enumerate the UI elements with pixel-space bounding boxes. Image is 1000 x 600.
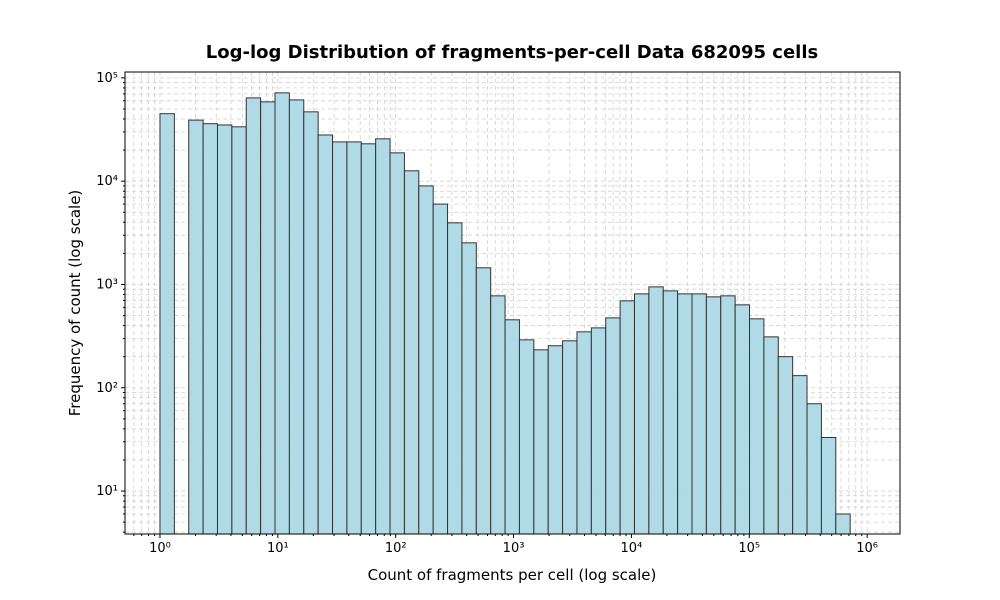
- x-tick-label: 10⁵: [738, 541, 760, 556]
- x-tick-label: 10³: [503, 541, 525, 556]
- bar: [677, 293, 693, 535]
- bar: [274, 92, 290, 535]
- bar: [317, 134, 334, 535]
- x-tick-label: 10⁴: [621, 541, 643, 556]
- bar: [188, 119, 204, 535]
- bar: [648, 286, 664, 535]
- bar: [806, 403, 822, 535]
- x-axis-label: Count of fragments per cell (log scale): [368, 566, 657, 584]
- bar: [504, 319, 520, 535]
- bar: [288, 99, 305, 535]
- bar: [360, 143, 377, 535]
- bar: [389, 152, 405, 535]
- bar: [835, 513, 851, 535]
- bar: [547, 345, 564, 535]
- y-tick-label: 10²: [96, 381, 118, 396]
- bar: [792, 375, 808, 535]
- bar: [490, 295, 506, 535]
- plot-frame: [124, 71, 901, 535]
- bar: [590, 327, 607, 535]
- bar: [518, 339, 535, 535]
- bar: [475, 267, 492, 535]
- x-tick-label: 10¹: [267, 541, 289, 556]
- bar: [619, 300, 635, 535]
- x-tick-label: 10⁰: [149, 541, 171, 556]
- bar: [231, 126, 247, 535]
- x-tick-label: 10⁶: [856, 541, 878, 556]
- bar: [576, 331, 592, 535]
- chart-title: Log-log Distribution of fragments-per-ce…: [206, 42, 818, 63]
- bar: [418, 185, 434, 535]
- bar: [605, 317, 621, 535]
- bar: [303, 111, 319, 535]
- bar: [202, 123, 218, 535]
- bar: [375, 138, 391, 535]
- bar: [533, 349, 549, 535]
- bar: [159, 113, 175, 535]
- bar: [447, 222, 463, 535]
- bar: [332, 141, 348, 535]
- bar: [346, 141, 362, 535]
- bar: [777, 356, 794, 535]
- bar: [820, 437, 837, 535]
- bar: [245, 97, 262, 535]
- y-tick-label: 10⁵: [96, 71, 118, 86]
- bar: [403, 170, 420, 535]
- bar: [633, 293, 650, 535]
- bar: [432, 203, 449, 535]
- bar: [763, 336, 779, 535]
- y-tick-label: 10³: [96, 277, 118, 292]
- bar: [216, 124, 233, 535]
- bar: [662, 290, 679, 535]
- x-tick-label: 10²: [385, 541, 407, 556]
- bar: [562, 340, 578, 535]
- bar: [749, 318, 765, 535]
- y-tick-label: 10⁴: [96, 174, 118, 189]
- bar: [705, 296, 722, 535]
- bar: [461, 242, 477, 535]
- bar: [734, 304, 751, 535]
- y-axis-label: Frequency of count (log scale): [66, 190, 84, 417]
- y-tick-label: 10¹: [96, 484, 118, 499]
- bar: [691, 293, 707, 535]
- bar: [260, 101, 276, 535]
- bar: [720, 295, 736, 535]
